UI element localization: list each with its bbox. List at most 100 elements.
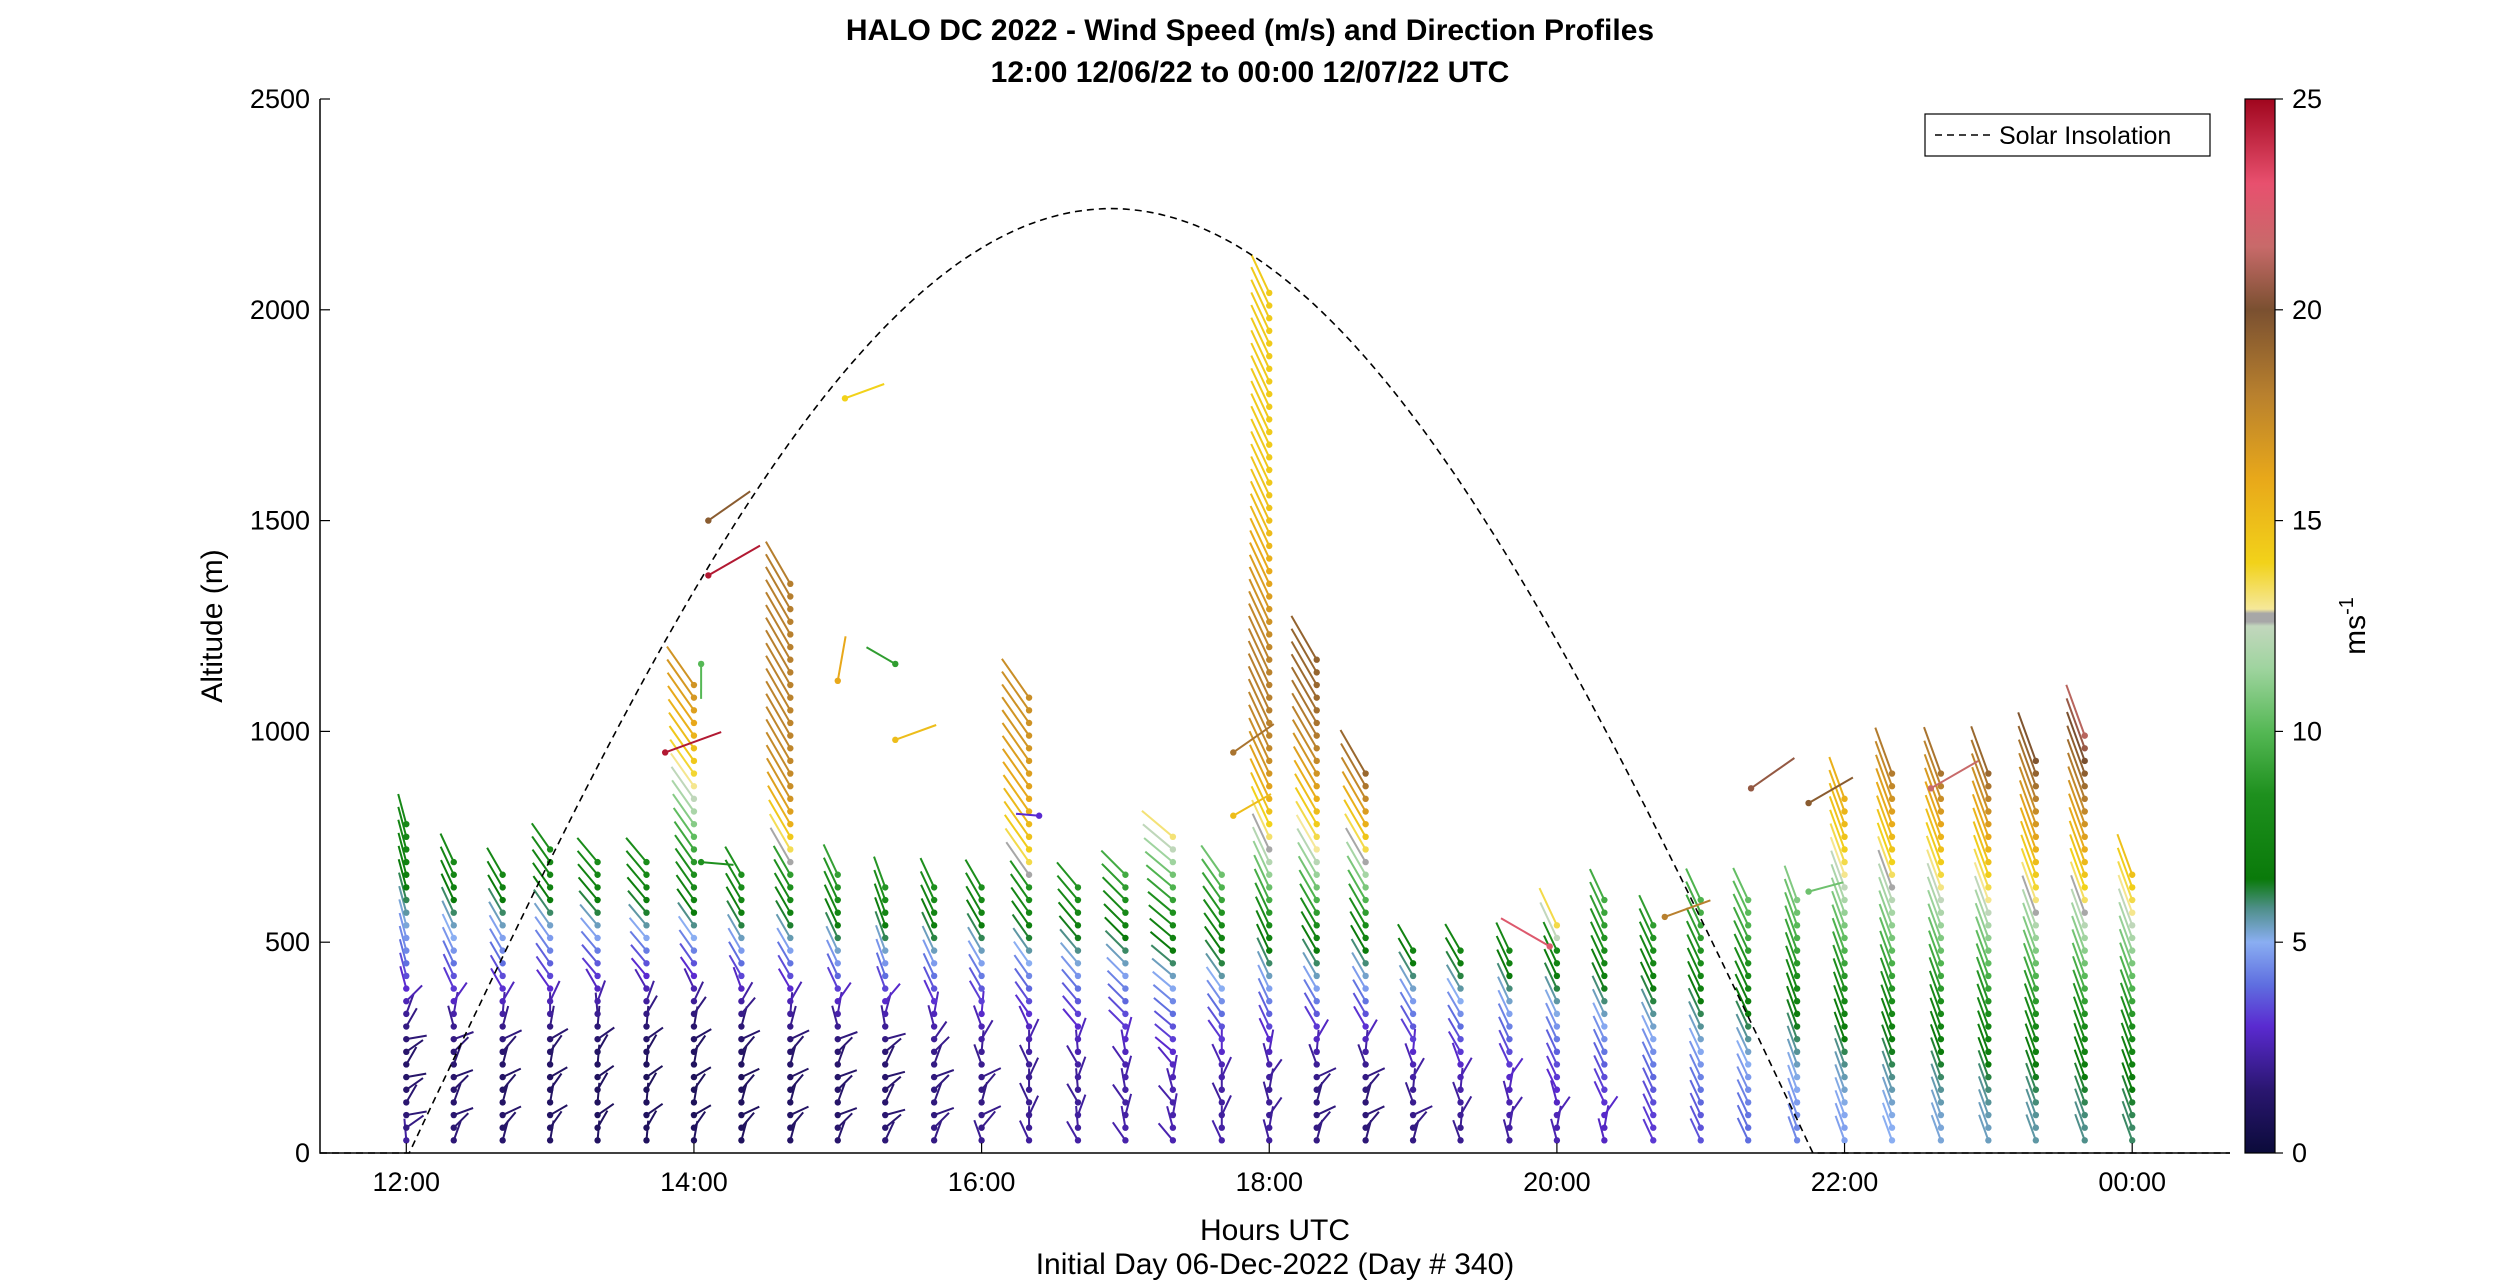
profile-barb [690,1073,706,1093]
barb-dot [1937,1048,1945,1056]
barb-dot [1985,1137,1992,1144]
barb-shaft [676,888,695,914]
x-tick-label: 20:00 [1523,1167,1591,1197]
barb-shaft [874,897,887,926]
barb-dot [2032,770,2040,777]
barb-dot [690,1035,698,1043]
profile-barb [1111,1121,1129,1144]
profile-barb [1786,985,1801,1018]
barb-shaft [447,1005,455,1027]
profile-barb [690,1104,712,1119]
barb-shaft [625,850,648,876]
profile-barb [769,827,794,866]
barb-dot [1362,1099,1369,1106]
barb-dot [546,1061,554,1068]
barb-shaft [1348,883,1367,914]
profile-barb [765,553,794,600]
barb-dot [1266,302,1273,309]
profile-barb [920,884,938,916]
barb-shaft [1345,827,1367,863]
barb-shaft [2020,834,2037,876]
profile-barb [1247,678,1273,727]
barb-shaft [1875,781,1893,825]
barb-dot [643,998,650,1005]
isolated-barb [1747,757,1795,792]
barb-dot [1313,909,1320,916]
barb-shaft [1879,957,1893,989]
profile-barb [1250,456,1273,499]
profile-barb [486,860,506,891]
barb-shaft [1550,1080,1558,1103]
barb-dot [1553,972,1561,980]
barb-dot [594,871,601,878]
barb-dot [1697,1137,1704,1144]
barb-dot [1169,1124,1177,1131]
barb-shaft [1447,1017,1462,1040]
barb-shaft [1642,1118,1655,1141]
profile-barb [2120,995,2136,1030]
profile-barb [2074,1075,2088,1106]
barb-shaft [1930,1102,1942,1129]
barb-shaft [693,1073,706,1091]
profile-barb [1211,1119,1225,1144]
profile-barb [1970,739,1992,790]
profile-barb [594,1033,609,1056]
barb-shaft [2121,1088,2134,1116]
profile-barb [787,1073,804,1093]
profile-barb [2020,834,2040,878]
barb-shaft [1352,979,1367,1002]
barb-shaft [1688,1040,1702,1065]
barb-dot [1218,1048,1225,1056]
profile-barb [978,1072,996,1093]
profile-barb [1398,964,1417,992]
profile-barb [1787,1077,1801,1106]
barb-dot [1122,1137,1129,1144]
barb-shaft [1250,279,1271,319]
profile-barb [967,940,985,967]
barb-dot [2081,947,2088,954]
barb-dot [546,871,554,878]
profile-barb [579,903,601,929]
barb-shaft [873,883,887,914]
barb-dot [1266,795,1273,803]
profile-barb [834,1083,846,1106]
profile-barb [398,885,410,916]
barb-shaft [1786,1025,1799,1053]
barb-dot [1313,820,1320,828]
barb-shaft [1248,744,1271,787]
barb-dot [643,1099,650,1106]
barb-dot [1074,922,1082,929]
barb-shaft [1100,849,1127,876]
profile-barb [882,1075,902,1093]
profile-barb [1978,1101,1992,1131]
profile-barb [1102,889,1129,916]
barb-shaft [933,1112,950,1129]
barb-shaft [2071,929,2086,964]
barb-shaft [825,925,839,952]
profile-barb [1257,991,1273,1018]
barb-shaft [1251,813,1271,850]
barb-shaft [2119,982,2134,1015]
barb-dot [1122,1124,1129,1131]
barb-shaft [1066,1083,1079,1103]
profile-barb [1362,1105,1385,1119]
barb-dot [2128,1035,2136,1043]
barb-dot [450,1010,457,1018]
barb-shaft [1201,871,1223,901]
profile-barb [2119,955,2136,992]
profile-barb [1293,759,1320,803]
barb-dot [643,1137,650,1144]
barb-shaft [732,966,743,989]
profile-barb [726,900,745,929]
profile-barb [1686,947,1704,980]
barb-shaft [1878,903,1893,939]
x-tick-label: 22:00 [1811,1167,1879,1197]
barb-shaft [1833,1024,1846,1053]
profile-barb [1013,954,1033,980]
barb-shaft [1250,430,1271,471]
profile-barb [1834,1102,1848,1131]
profile-barb [774,886,794,916]
barb-dot [2032,884,2040,891]
barb-dot [1266,1111,1273,1119]
profile-barb [2023,969,2040,1005]
